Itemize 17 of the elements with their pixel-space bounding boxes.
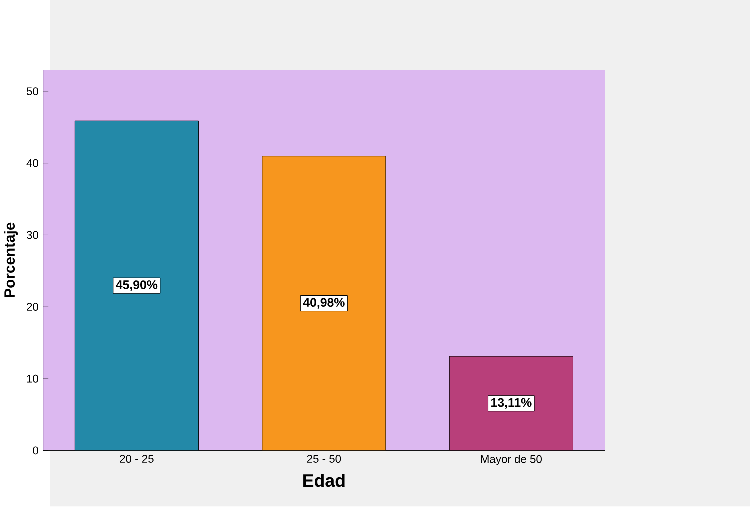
y-tick-label: 30 [26,231,38,240]
x-tick-label: 20 - 25 [120,455,154,464]
data-label: 45,90% [116,280,158,292]
bar [262,156,386,451]
y-axis-title: Porcentaje [4,222,18,298]
y-tick-label: 0 [33,446,38,455]
y-tick-label: 50 [26,88,38,96]
data-label: 13,11% [492,398,532,410]
data-label: 40,98% [303,298,345,309]
bar [74,120,199,451]
bar [449,356,574,451]
y-tick-label: 20 [27,303,38,312]
x-axis-title: Edad [304,474,345,488]
x-tick-label: 25 - 50 [307,455,342,464]
y-tick-label: 10 [27,375,38,383]
x-tick-label: Mayor de 50 [481,455,542,466]
y-tick-label: 40 [26,160,38,168]
